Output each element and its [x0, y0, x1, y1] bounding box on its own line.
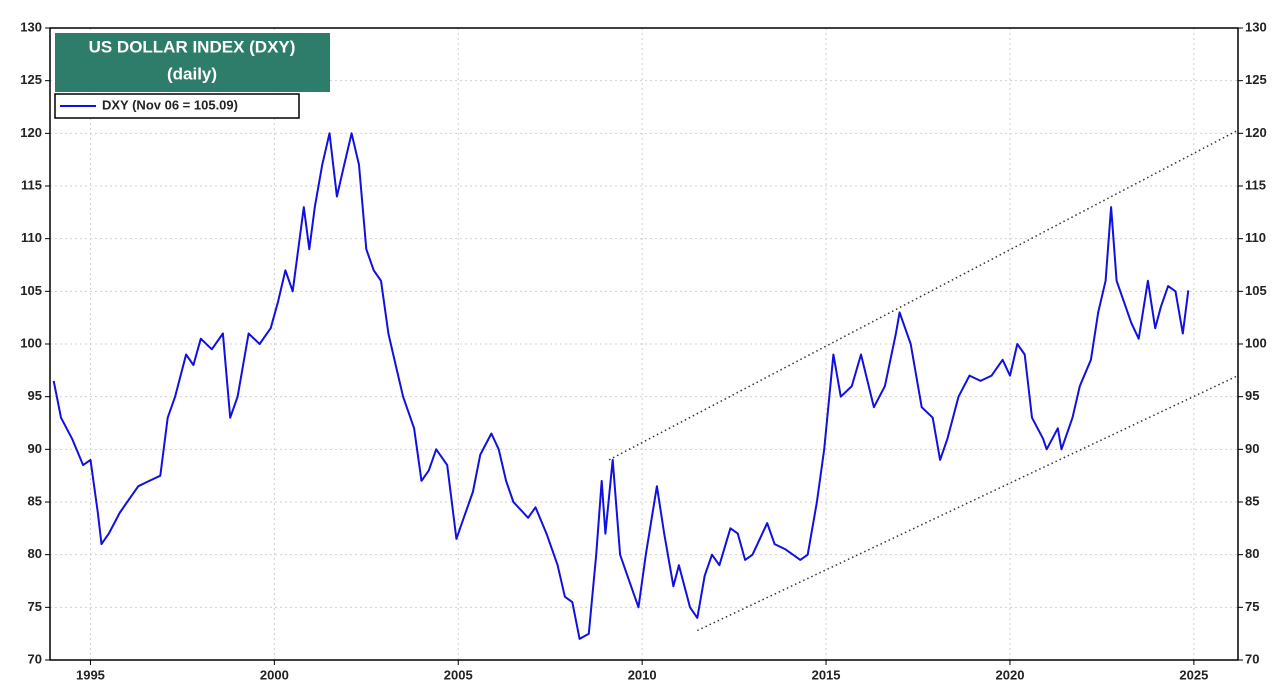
grid: [50, 27, 1238, 661]
y-tick-label: 70: [28, 651, 42, 666]
y2-tick-label: 120: [1245, 125, 1267, 140]
legend-label: DXY (Nov 06 = 105.09): [102, 97, 238, 112]
y-tick-label: 80: [28, 546, 42, 561]
trendline: [697, 374, 1239, 632]
x-tick-label: 1995: [76, 667, 105, 682]
x-tick-label: 2010: [628, 667, 657, 682]
y2-tick-label: 100: [1245, 335, 1267, 350]
chart-title: US DOLLAR INDEX (DXY): [89, 37, 296, 56]
trendline: [608, 129, 1239, 461]
y2-tick-label: 130: [1245, 19, 1267, 34]
y2-tick-label: 115: [1245, 177, 1266, 192]
x-tick-label: 2000: [260, 667, 289, 682]
x-tick-label: 2025: [1179, 667, 1208, 682]
y-tick-label: 125: [20, 72, 42, 87]
y2-tick-label: 125: [1245, 72, 1267, 87]
x-tick-label: 2005: [444, 667, 473, 682]
x-tick-label: 2015: [812, 667, 841, 682]
y2-tick-label: 95: [1245, 388, 1259, 403]
y-tick-label: 95: [28, 388, 42, 403]
data-line: [52, 132, 1190, 640]
y2-tick-label: 70: [1245, 651, 1259, 666]
y2-tick-label: 110: [1245, 230, 1266, 245]
y-tick-label: 100: [20, 335, 42, 350]
y-tick-label: 85: [28, 493, 42, 508]
chart-subtitle: (daily): [167, 64, 217, 83]
y2-tick-label: 80: [1245, 546, 1259, 561]
y-tick-label: 115: [21, 177, 42, 192]
x-tick-label: 2020: [996, 667, 1025, 682]
y2-tick-label: 105: [1245, 283, 1267, 298]
y2-tick-label: 85: [1245, 493, 1259, 508]
y-tick-label: 120: [20, 125, 42, 140]
y-tick-label: 130: [20, 19, 42, 34]
y-tick-label: 75: [28, 599, 42, 614]
y2-tick-label: 75: [1245, 599, 1259, 614]
y-tick-label: 110: [21, 230, 42, 245]
y-tick-label: 90: [28, 441, 42, 456]
y-tick-label: 105: [20, 283, 42, 298]
title-box: [55, 33, 330, 92]
plot: [52, 129, 1239, 640]
y2-tick-label: 90: [1245, 441, 1259, 456]
